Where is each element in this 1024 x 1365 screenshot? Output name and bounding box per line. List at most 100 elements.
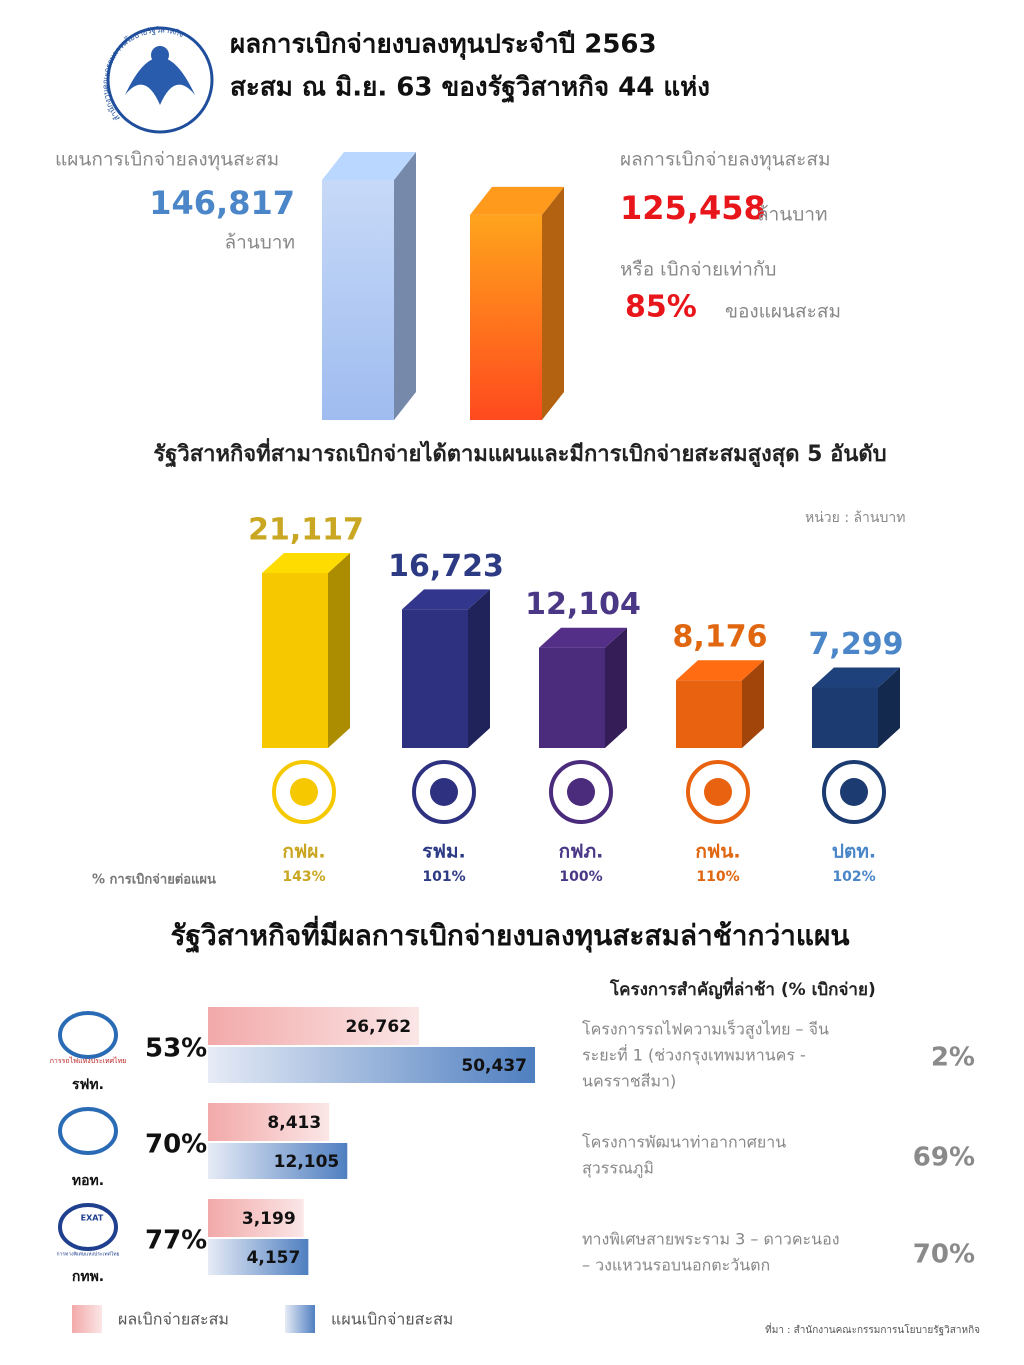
org-logo — [58, 1011, 118, 1059]
project-name: โครงการพัฒนาท่าอากาศยาน — [582, 1133, 786, 1152]
bar — [402, 589, 490, 748]
org-logo — [58, 1107, 118, 1155]
pct-label: 53% — [145, 1034, 207, 1064]
bar-front — [676, 680, 742, 748]
org-logo — [840, 778, 868, 806]
value-label: 26,762 — [345, 1017, 411, 1037]
project-name: สุวรรณภูมิ — [582, 1159, 654, 1179]
category-label: กทพ. — [72, 1269, 104, 1285]
category-label: ปตท. — [832, 841, 876, 863]
org-logo — [290, 778, 318, 806]
project-name: – วงแหวนรอบนอกตะวันตก — [582, 1256, 770, 1275]
bar-top — [402, 589, 490, 610]
category-label: รฟท. — [72, 1077, 104, 1093]
org-logo — [704, 778, 732, 806]
org-logo — [58, 1203, 118, 1251]
pct-label: 102% — [832, 869, 875, 885]
bar — [322, 152, 416, 420]
bar-side — [542, 186, 564, 420]
source: ที่มา : สำนักงานคณะกรรมการนโยบายรัฐวิสาห… — [765, 1322, 980, 1336]
bar-side — [468, 589, 490, 748]
bar-top — [262, 553, 350, 573]
unit: ล้านบาท — [757, 204, 828, 226]
section-title: รัฐวิสาหกิจที่สามารถเบิกจ่ายได้ตามแผนและ… — [153, 437, 886, 468]
value-label: 12,105 — [274, 1152, 340, 1172]
pct-label: 77% — [145, 1226, 207, 1256]
pct-title: % การเบิกจ่ายต่อแผน — [92, 873, 216, 888]
bar-top — [470, 186, 564, 215]
bar-front — [322, 180, 394, 420]
legend-swatch — [72, 1305, 102, 1333]
category-label: กฟน. — [695, 841, 740, 863]
value-label: 21,117 — [248, 513, 364, 548]
category-label: แผนการเบิกจ่ายลงทุนสะสม — [55, 149, 279, 172]
category-label: กฟภ. — [559, 841, 604, 863]
bar-front — [539, 647, 605, 748]
bar — [812, 667, 900, 748]
value-label: 50,437 — [461, 1056, 527, 1076]
bar-side — [742, 660, 764, 748]
project-name: นครราชสีมา) — [582, 1072, 676, 1091]
unit-note: หน่วย : ล้านบาท — [805, 510, 905, 526]
pct-label: 110% — [696, 869, 739, 885]
category-label: ผลการเบิกจ่ายลงทุนสะสม — [620, 149, 831, 172]
bar-top — [812, 667, 900, 688]
logo-text: EXAT — [81, 1214, 104, 1223]
value-label: 7,299 — [809, 627, 904, 662]
ratio-text: หรือ เบิกจ่ายเท่ากับ — [620, 259, 776, 281]
org-logo — [430, 778, 458, 806]
value-label: 8,413 — [267, 1113, 321, 1133]
section-title: รัฐวิสาหกิจที่มีผลการเบิกจ่ายงบลงทุนสะสม… — [170, 915, 849, 954]
project-pct: 69% — [913, 1143, 975, 1173]
bar — [676, 660, 764, 748]
bar-top — [676, 660, 764, 681]
value-label: 4,157 — [247, 1248, 301, 1268]
bar-front — [470, 214, 542, 420]
bar-top — [539, 627, 627, 648]
category-label: กฟผ. — [282, 841, 325, 863]
bar-side — [328, 553, 350, 748]
bar — [208, 1007, 420, 1045]
bar — [208, 1199, 304, 1237]
ratio-label: 85% — [625, 290, 697, 325]
value-label: 12,104 — [525, 587, 641, 622]
legend-label: แผนเบิกจ่ายสะสม — [331, 1310, 453, 1329]
bar — [262, 553, 350, 748]
title: สะสม ณ มิ.ย. 63 ของรัฐวิสาหกิจ 44 แห่ง — [230, 73, 710, 105]
bar — [208, 1103, 330, 1141]
org-logo — [822, 760, 886, 824]
pct-label: 100% — [559, 869, 602, 885]
bar-top — [322, 152, 416, 180]
bar-side — [394, 152, 416, 420]
ratio-suffix: ของแผนสะสม — [725, 301, 841, 323]
bar — [208, 1143, 348, 1179]
bar-front — [402, 609, 468, 748]
org-logo — [549, 760, 613, 824]
logo-text: การทางพิเศษแห่งประเทศไทย — [57, 1251, 120, 1258]
value-label: 146,817 — [149, 184, 295, 222]
pct-label: 143% — [282, 869, 325, 885]
project-pct: 70% — [913, 1240, 975, 1270]
project-name: ระยะที่ 1 (ช่วงกรุงเทพมหานคร - — [582, 1044, 806, 1066]
logo-text: การรถไฟแห่งประเทศไทย — [50, 1056, 127, 1065]
category-label: รฟม. — [422, 841, 465, 863]
pct-label: 101% — [422, 869, 465, 885]
bar — [208, 1239, 309, 1275]
value-label: 125,458 — [620, 189, 766, 227]
org-logo — [412, 760, 476, 824]
project-pct: 2% — [931, 1043, 975, 1073]
bar — [208, 1047, 535, 1083]
logo: สำนักงานคณะกรรมการนโยบายรัฐวิสาหกิจ — [100, 25, 214, 134]
projects-title: โครงการสำคัญที่ล่าช้า (% เบิกจ่าย) — [609, 977, 876, 1000]
bar-side — [605, 627, 627, 748]
value-label: 8,176 — [673, 620, 768, 655]
org-logo — [686, 760, 750, 824]
org-logo — [272, 760, 336, 824]
bar-front — [262, 573, 328, 748]
bar-front — [812, 687, 878, 748]
category-label: ทอท. — [72, 1173, 104, 1189]
pct-label: 70% — [145, 1130, 207, 1160]
legend-swatch — [285, 1305, 315, 1333]
unit: ล้านบาท — [224, 232, 295, 254]
